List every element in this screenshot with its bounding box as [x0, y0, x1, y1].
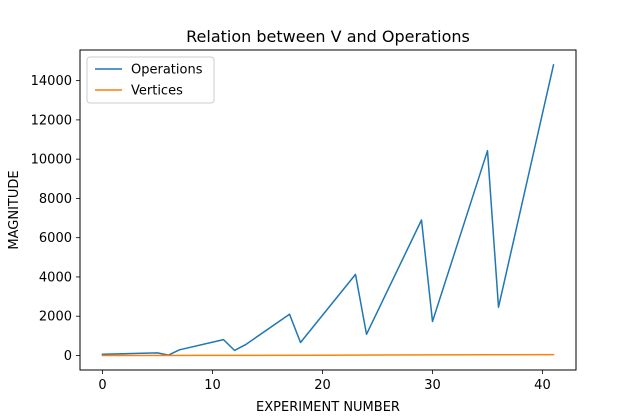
x-tick-label: 20	[314, 378, 331, 393]
x-tick-label: 10	[204, 378, 221, 393]
y-tick-label: 10000	[31, 153, 72, 168]
axis-ticks: 0 10 20 30 40 0 2000 4000 6000 8000 10000 12000 1400…	[31, 74, 551, 393]
y-tick-label: 6000	[39, 231, 72, 246]
x-tick-label: 30	[424, 378, 441, 393]
chart-title: Relation between V and Operations	[186, 27, 470, 46]
y-tick-label: 14000	[31, 74, 72, 89]
series-line-operations	[101, 64, 555, 356]
x-tick-label: 0	[98, 378, 106, 393]
legend-label-vertices: Vertices	[131, 84, 183, 99]
plot-area	[101, 64, 555, 357]
y-tick-label: 4000	[39, 270, 72, 285]
y-tick-label: 0	[64, 349, 72, 364]
y-tick-label: 8000	[39, 192, 72, 207]
x-tick-label: 40	[534, 378, 551, 393]
series-line-vertices	[101, 353, 555, 357]
y-tick-label: 2000	[39, 310, 72, 325]
legend: Operations Vertices	[86, 56, 215, 104]
legend-label-operations: Operations	[131, 63, 203, 78]
x-axis-label: EXPERIMENT NUMBER	[256, 400, 400, 415]
y-axis-label: MAGNITUDE	[7, 170, 22, 249]
y-tick-label: 12000	[31, 113, 72, 128]
axes-frame	[79, 49, 577, 371]
